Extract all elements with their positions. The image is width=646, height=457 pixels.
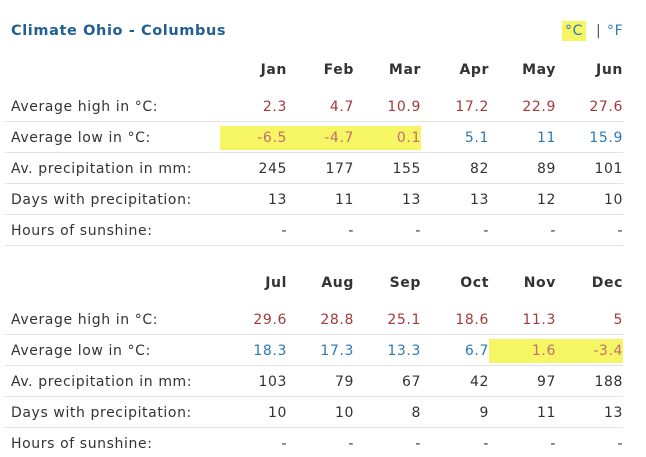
cell: 245 xyxy=(258,161,287,177)
row-divider xyxy=(5,334,623,335)
cell: 22.9 xyxy=(522,99,556,115)
cell: - xyxy=(415,223,421,239)
cell: 27.6 xyxy=(589,99,623,115)
cell: 15.9 xyxy=(589,130,623,146)
cell: 9 xyxy=(479,405,489,421)
row-divider xyxy=(5,245,623,246)
row-divider xyxy=(5,121,623,122)
cell: 17.2 xyxy=(455,99,489,115)
row-divider xyxy=(5,214,623,215)
cell: 18.6 xyxy=(455,312,489,328)
cell: 0.1 xyxy=(354,126,421,150)
row-label: Days with precipitation: xyxy=(11,192,192,208)
month-header: Dec xyxy=(591,275,623,291)
row-label: Average high in °C: xyxy=(11,312,159,328)
month-header: Nov xyxy=(523,275,556,291)
cell: - xyxy=(483,223,489,239)
cell: 67 xyxy=(401,374,421,390)
cell: 10 xyxy=(334,405,354,421)
cell: 17.3 xyxy=(320,343,354,359)
cell: 13.3 xyxy=(387,343,421,359)
cell: -6.5 xyxy=(220,126,287,150)
cell: 42 xyxy=(469,374,489,390)
cell: 13 xyxy=(267,192,287,208)
cell: 13 xyxy=(469,192,489,208)
cell: 155 xyxy=(392,161,421,177)
month-header: Jan xyxy=(260,62,287,78)
cell: - xyxy=(348,223,354,239)
cell: 12 xyxy=(536,192,556,208)
cell: 28.8 xyxy=(320,312,354,328)
cell: -3.4 xyxy=(556,339,623,363)
cell: 5.1 xyxy=(464,130,489,146)
cell: - xyxy=(348,436,354,452)
row-label: Average high in °C: xyxy=(11,99,159,115)
row-label: Av. precipitation in mm: xyxy=(11,161,193,177)
row-label: Days with precipitation: xyxy=(11,405,192,421)
month-header: Apr xyxy=(459,62,489,78)
cell: - xyxy=(617,436,623,452)
row-label: Av. precipitation in mm: xyxy=(11,374,193,390)
title: Climate Ohio - Columbus xyxy=(11,23,227,39)
cell: 4.7 xyxy=(329,99,354,115)
cell: - xyxy=(483,436,489,452)
cell: 11 xyxy=(536,130,556,146)
month-header: Jun xyxy=(596,62,623,78)
row-label: Average low in °C: xyxy=(11,130,151,146)
unit-fahrenheit[interactable]: °F xyxy=(607,23,624,39)
cell: 10 xyxy=(267,405,287,421)
cell: - xyxy=(281,223,287,239)
cell: 2.3 xyxy=(262,99,287,115)
row-divider xyxy=(5,183,623,184)
cell: 82 xyxy=(469,161,489,177)
cell: - xyxy=(415,436,421,452)
month-header: Aug xyxy=(321,275,354,291)
cell: 10.9 xyxy=(387,99,421,115)
cell: 13 xyxy=(603,405,623,421)
month-header: Feb xyxy=(323,62,354,78)
cell: 177 xyxy=(325,161,354,177)
unit-celsius[interactable]: °C xyxy=(562,21,586,41)
cell: 188 xyxy=(594,374,623,390)
cell: - xyxy=(281,436,287,452)
cell: 11 xyxy=(334,192,354,208)
row-divider xyxy=(5,365,623,366)
cell: - xyxy=(617,223,623,239)
cell: 6.7 xyxy=(464,343,489,359)
cell: 89 xyxy=(536,161,556,177)
cell: -4.7 xyxy=(287,126,354,150)
cell: 101 xyxy=(594,161,623,177)
cell: 8 xyxy=(411,405,421,421)
cell: 10 xyxy=(603,192,623,208)
row-label: Hours of sunshine: xyxy=(11,436,153,452)
row-divider xyxy=(5,152,623,153)
cell: 79 xyxy=(334,374,354,390)
row-label: Hours of sunshine: xyxy=(11,223,153,239)
cell: 25.1 xyxy=(387,312,421,328)
month-header: Oct xyxy=(460,275,489,291)
month-header: Mar xyxy=(388,62,421,78)
cell: 13 xyxy=(401,192,421,208)
month-header: May xyxy=(522,62,556,78)
cell: - xyxy=(550,436,556,452)
cell: - xyxy=(550,223,556,239)
row-label: Average low in °C: xyxy=(11,343,151,359)
cell: 11 xyxy=(536,405,556,421)
cell: 11.3 xyxy=(522,312,556,328)
cell: 97 xyxy=(536,374,556,390)
row-divider xyxy=(5,396,623,397)
cell: 18.3 xyxy=(253,343,287,359)
cell: 29.6 xyxy=(253,312,287,328)
month-header: Jul xyxy=(265,275,287,291)
month-header: Sep xyxy=(389,275,421,291)
cell: 1.6 xyxy=(489,339,556,363)
cell: 5 xyxy=(613,312,623,328)
separator: | xyxy=(596,23,602,39)
cell: 103 xyxy=(258,374,287,390)
row-divider xyxy=(5,427,623,428)
